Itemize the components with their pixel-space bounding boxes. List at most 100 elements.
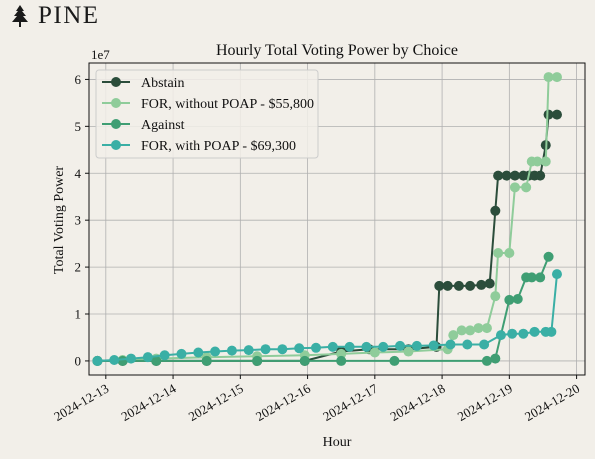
data-point [546,326,557,337]
data-point [411,340,422,351]
y-tick-label: 1 [75,307,82,322]
pine-tree-icon [12,5,28,27]
legend: Abstain FOR, without POAP - $55,800 Agains… [95,69,319,159]
data-point [299,355,310,366]
x-tick-label: 2024-12-20 [522,381,582,424]
data-point [151,355,162,366]
data-point [535,272,546,283]
x-tick-label: 2024-12-18 [388,381,448,424]
data-point [193,347,204,358]
brand-logo: PINE [8,2,100,30]
data-point [361,341,372,352]
data-point [453,280,464,291]
data-point [126,353,137,364]
data-point [551,269,562,280]
y-tick-label: 6 [75,72,82,87]
data-point [445,339,456,350]
y-tick-label: 5 [75,119,82,134]
data-point [226,345,237,356]
data-point [369,347,380,358]
data-point [521,182,532,193]
legend-marker [111,77,121,87]
y-tick-label: 0 [75,353,82,368]
data-point [484,278,495,289]
data-point [210,346,221,357]
y-scale-label: 1e7 [91,47,110,62]
data-point [327,341,338,352]
data-point [543,72,554,83]
data-point [428,340,439,351]
data-point [495,330,506,341]
plot-frame [88,62,586,376]
data-point [481,323,492,334]
data-point [501,170,512,181]
data-point [509,182,520,193]
data-point [448,330,459,341]
data-point [490,353,501,364]
data-point [456,325,467,336]
chart-title: Hourly Total Voting Power by Choice [216,42,458,59]
series-4 [92,269,562,366]
legend-marker [111,98,121,108]
x-tick-label: 2024-12-14 [119,380,179,424]
data-point [504,294,515,305]
data-point [344,341,355,352]
data-point [442,280,453,291]
y-tick-label: 3 [75,213,82,228]
data-point [535,170,546,181]
series-3 [92,251,554,366]
data-point [493,248,504,259]
legend-item: Against [102,118,185,133]
data-point [551,72,562,83]
y-axis-label: Total Voting Power [52,166,67,275]
data-point [543,109,554,120]
legend-label: Against [141,118,185,133]
data-point [176,348,187,359]
data-point [481,355,492,366]
legend-item: Abstain [102,76,185,91]
data-point [403,346,414,357]
data-point [260,344,271,355]
data-point [509,170,520,181]
data-point [92,355,103,366]
legend-box [95,69,319,159]
data-point [243,345,254,356]
data-point [532,156,543,167]
data-point [490,291,501,302]
legend-label: FOR, with POAP - $69,300 [141,139,296,154]
y-tick-label: 2 [75,260,82,275]
data-point [518,328,529,339]
x-axis-label: Hour [323,435,352,450]
legend-label: FOR, without POAP - $55,800 [141,97,314,112]
legend-item: FOR, with POAP - $69,300 [102,139,296,154]
data-point [465,280,476,291]
data-point [336,355,347,366]
data-point [476,279,487,290]
y-tick-label: 4 [75,166,82,181]
x-tick-label: 2024-12-16 [253,380,313,424]
data-point [159,350,170,361]
data-point [294,343,305,354]
data-point [142,352,153,363]
data-point [389,355,400,366]
legend-item: FOR, without POAP - $55,800 [102,97,314,112]
data-point [473,323,484,334]
logo-text: PINE [38,2,100,29]
data-point [543,251,554,262]
data-point [109,354,120,365]
data-point [493,170,504,181]
x-tick-label: 2024-12-19 [455,381,515,424]
data-point [462,339,473,350]
legend-marker [111,140,121,150]
data-point [512,293,523,304]
data-point [277,344,288,355]
x-tick-label: 2024-12-15 [186,381,246,424]
legend-marker [111,119,121,129]
data-point [201,355,212,366]
data-point [465,325,476,336]
data-point [529,326,540,337]
data-point [490,205,501,216]
data-point [504,248,515,259]
